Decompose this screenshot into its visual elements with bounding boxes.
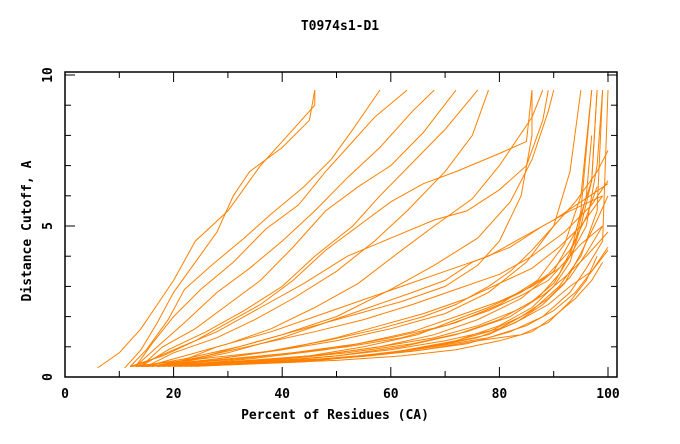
- plot-frame: [64, 71, 618, 378]
- x-axis-label: Percent of Residues (CA): [241, 408, 429, 423]
- series-line-36: [146, 150, 609, 367]
- x-tick-label: 80: [492, 387, 508, 402]
- series-line-1: [97, 90, 316, 369]
- series-line-33: [130, 90, 533, 367]
- series-line-32: [195, 90, 598, 367]
- y-tick-label: 10: [41, 67, 56, 83]
- y-axis-label: Distance Cutoff, A: [20, 160, 35, 301]
- x-tick-label: 0: [61, 387, 69, 402]
- series-line-2: [124, 90, 316, 369]
- x-tick-label: 100: [596, 387, 620, 402]
- series-line-4: [135, 89, 408, 367]
- y-tick-label: 0: [41, 373, 56, 381]
- series-line-8: [146, 89, 489, 367]
- x-tick-label: 40: [274, 387, 290, 402]
- x-tick-label: 60: [383, 387, 399, 402]
- series-line-22: [157, 249, 609, 367]
- series-line-5: [135, 89, 435, 367]
- axes-layer: 0 20 40 60 80 100 0 5 10: [41, 67, 620, 402]
- series-line-26: [168, 90, 604, 367]
- series-line-6: [140, 89, 457, 367]
- series-line-28: [173, 135, 593, 367]
- series-line-25: [168, 183, 609, 367]
- series-line-11: [130, 90, 582, 367]
- y-tick-label: 5: [41, 222, 56, 230]
- series-line-27: [173, 90, 593, 367]
- series-line-35: [140, 90, 533, 367]
- x-tick-label: 20: [166, 387, 182, 402]
- chart-title: T0974s1-D1: [301, 19, 379, 34]
- series-line-16: [140, 255, 598, 367]
- series-line-18: [146, 195, 604, 367]
- series-line-14: [135, 90, 604, 367]
- series-layer: [97, 89, 609, 369]
- series-line-3: [129, 89, 381, 367]
- series-line-17: [146, 186, 598, 367]
- series-line-29: [178, 195, 609, 367]
- series-line-7: [140, 89, 479, 367]
- series-line-10: [151, 89, 555, 367]
